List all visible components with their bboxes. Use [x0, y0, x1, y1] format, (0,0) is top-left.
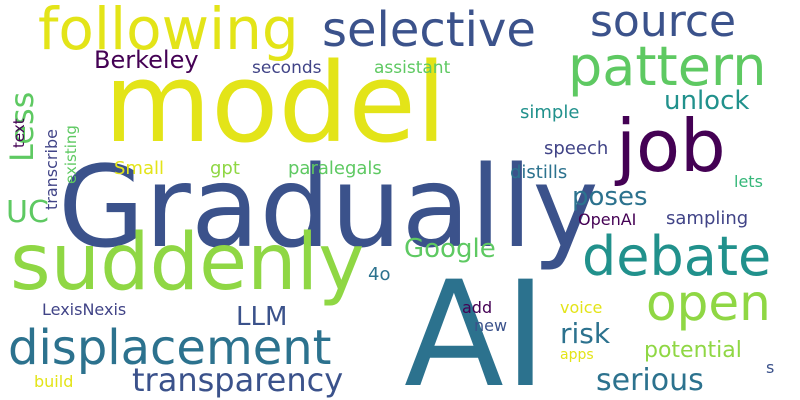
word-suddenly: suddenly: [10, 218, 365, 308]
word-poses: poses: [572, 182, 648, 212]
word-small: Small: [114, 158, 164, 179]
word-pattern: pattern: [568, 35, 767, 98]
word-job: job: [616, 104, 726, 188]
word-transparency: transparency: [132, 361, 344, 399]
word-debate: debate: [582, 225, 772, 288]
word-existing: existing: [62, 125, 80, 184]
word-text: text: [10, 118, 28, 148]
word-open: open: [646, 274, 771, 332]
word-sampling: sampling: [666, 208, 749, 229]
word-llm: LLM: [236, 302, 288, 332]
word-build: build: [34, 372, 74, 391]
word-selective: selective: [322, 2, 536, 58]
word-displacement: displacement: [8, 320, 332, 376]
word-potential: potential: [644, 338, 742, 363]
word-assistant: assistant: [374, 58, 451, 78]
word-transcribe: transcribe: [42, 129, 61, 210]
word-model: model: [104, 39, 447, 167]
word-berkeley: Berkeley: [94, 46, 199, 74]
word-new: new: [474, 316, 508, 335]
word-apps: apps: [560, 347, 594, 363]
word-lexisnexis: LexisNexis: [42, 300, 127, 319]
word-unlock: unlock: [664, 86, 750, 116]
word-distills: distills: [510, 162, 568, 183]
word-s: s: [766, 358, 775, 377]
word-following: following: [38, 0, 299, 63]
word-lets: lets: [734, 172, 763, 191]
word-voice: voice: [560, 298, 603, 317]
word-uc: UC: [6, 195, 49, 230]
word-serious: serious: [596, 363, 704, 398]
word-paralegals: paralegals: [288, 158, 382, 179]
word-simple: simple: [520, 102, 580, 123]
word-openai: OpenAI: [578, 210, 637, 229]
word-gpt: gpt: [210, 158, 240, 179]
word-source: source: [590, 0, 737, 47]
word-seconds: seconds: [252, 58, 322, 78]
word-ai: AI: [404, 250, 547, 400]
word-google: Google: [404, 234, 496, 264]
word-gradually: Gradually: [58, 143, 599, 273]
word-4o: 4o: [368, 264, 391, 285]
word-speech: speech: [544, 138, 609, 159]
word-risk: risk: [560, 317, 611, 350]
word-add: add: [462, 298, 493, 317]
